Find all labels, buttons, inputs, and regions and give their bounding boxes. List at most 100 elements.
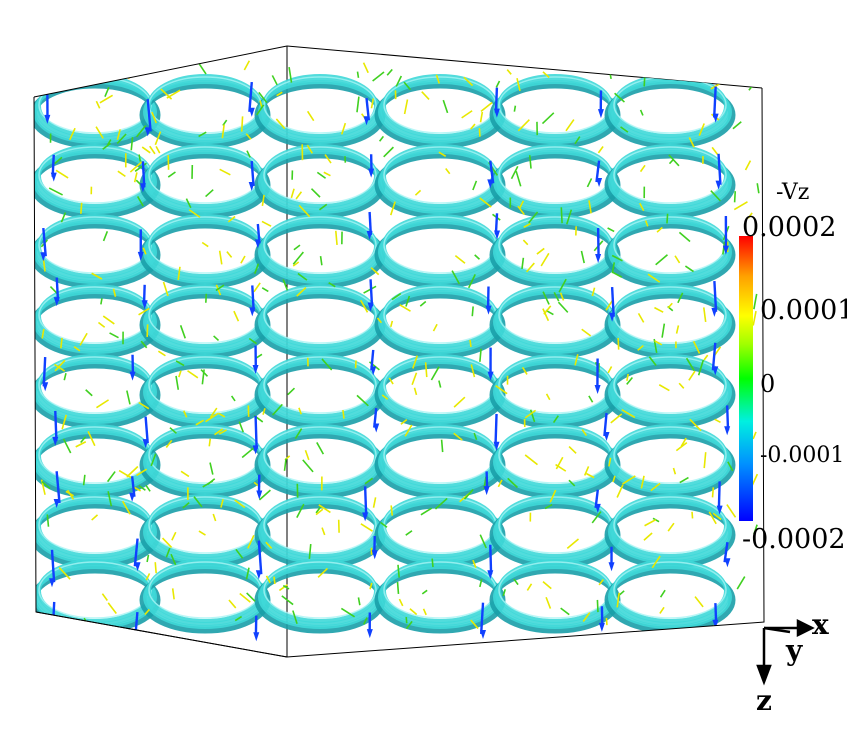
arrowhead [53,297,60,307]
velocity-arrow [109,332,119,339]
velocity-arrow [217,412,226,418]
velocity-arrow [419,300,427,307]
velocity-arrow [133,172,138,183]
velocity-arrow [440,439,444,453]
velocity-arrow [239,592,251,603]
arrowhead [716,505,723,515]
velocity-arrow [557,301,569,313]
velocity-arrow [308,543,312,559]
velocity-arrow [675,325,680,334]
velocity-arrow [524,409,537,419]
arrowhead [368,168,375,178]
arrowhead [129,371,136,381]
velocity-arrow [479,579,483,588]
arrowhead [722,245,729,255]
velocity-arrow-blue [254,415,258,450]
velocity-arrow [608,457,612,467]
velocity-arrow [480,101,493,112]
velocity-arrow [497,479,503,488]
velocity-arrow [187,370,199,379]
velocity-arrow [411,372,418,386]
velocity-arrow [106,471,116,483]
velocity-arrow [422,608,427,616]
velocity-arrow [588,200,592,214]
velocity-arrow [703,354,709,361]
velocity-arrow [118,469,133,479]
axis-label-y: y [786,634,803,667]
arrowhead [248,107,255,117]
arrowhead [50,172,57,182]
velocity-arrow [63,372,67,381]
velocity-arrow-blue [55,471,61,504]
velocity-arrow [126,390,131,405]
velocity-arrow [523,222,531,228]
velocity-arrow [611,254,623,262]
velocity-arrow [102,231,109,242]
velocity-arrow [53,621,59,628]
velocity-arrow [180,470,190,478]
velocity-arrow [542,580,552,590]
colorbar-title: -Vz [776,180,810,205]
velocity-arrow [472,180,478,191]
velocity-arrow [566,538,580,549]
velocity-arrow [316,442,325,455]
velocity-arrow [317,567,329,578]
velocity-arrow [226,251,233,258]
velocity-arrow [655,254,668,266]
velocity-arrow [390,505,394,516]
velocity-arrow [581,429,588,437]
velocity-arrow [708,511,717,525]
velocity-arrow [248,337,257,345]
arrowhead [249,307,256,317]
velocity-arrow [678,382,685,389]
velocity-arrow [182,502,190,509]
velocity-arrow [434,497,448,510]
velocity-arrow [315,508,324,516]
vortex-ring [608,150,732,214]
velocity-arrow [463,488,474,500]
velocity-arrow [261,194,265,207]
velocity-arrow [294,428,303,439]
velocity-arrow [754,72,760,79]
arrowhead [596,177,603,187]
velocity-arrow [276,91,283,97]
arrowhead [254,239,261,249]
velocity-arrow [138,307,150,316]
velocity-arrow [298,407,302,415]
velocity-arrow [42,259,46,272]
arrowhead [370,366,377,376]
velocity-arrow [201,241,209,248]
arrowhead [711,307,718,317]
velocity-arrow [702,307,707,323]
velocity-arrow [581,328,592,337]
velocity-arrow [295,191,303,200]
velocity-arrow [157,350,166,357]
velocity-arrow [292,610,298,625]
velocity-arrow [559,292,565,301]
velocity-arrow [420,507,433,516]
velocity-arrow [41,328,45,339]
velocity-arrow-blue [479,602,485,635]
arrowhead [480,629,487,639]
velocity-arrow [734,64,738,75]
velocity-arrow [659,606,665,614]
velocity-arrow [363,285,377,294]
velocity-arrow [582,612,591,622]
arrowhead [724,426,731,436]
colorbar [739,236,753,521]
arrowhead [40,252,47,262]
vortex-ring-highlight [613,146,727,204]
velocity-arrow [626,373,629,381]
vortex-ring-highlight [613,561,727,619]
velocity-arrow [265,575,271,584]
vortex-ring [608,565,732,629]
velocity-arrow [256,104,265,116]
vortex-ring-highlight [263,216,377,274]
velocity-arrow [470,364,476,378]
velocity-arrow [60,337,63,349]
velocity-arrow [306,144,314,154]
velocity-arrow [549,489,557,503]
velocity-arrow [506,69,512,75]
velocity-arrow [654,340,663,346]
